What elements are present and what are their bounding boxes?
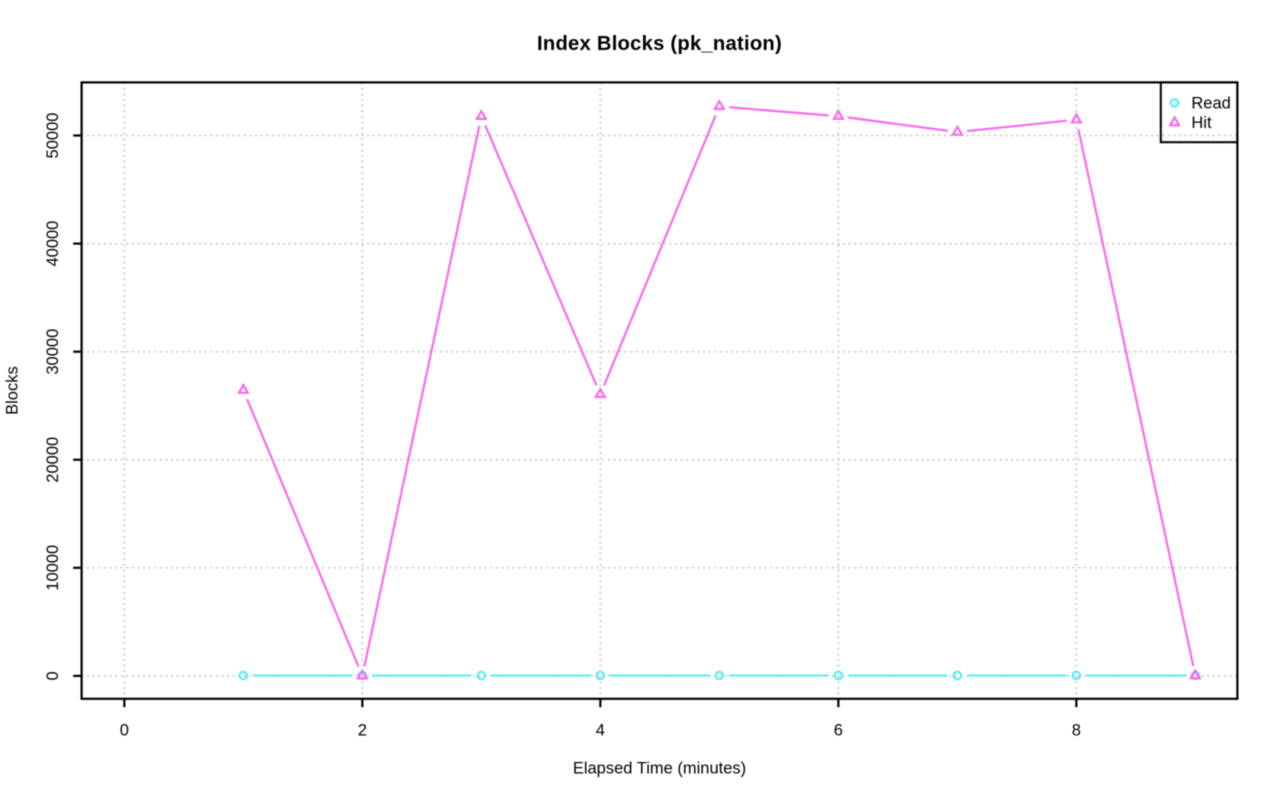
svg-text:20000: 20000 bbox=[44, 437, 62, 483]
svg-text:10000: 10000 bbox=[44, 545, 62, 591]
svg-text:Blocks: Blocks bbox=[4, 366, 22, 415]
svg-text:Read: Read bbox=[1191, 95, 1230, 113]
svg-text:Index Blocks (pk_nation): Index Blocks (pk_nation) bbox=[537, 33, 782, 55]
svg-text:4: 4 bbox=[596, 722, 605, 740]
svg-text:Elapsed Time (minutes): Elapsed Time (minutes) bbox=[573, 759, 746, 777]
svg-text:40000: 40000 bbox=[44, 221, 62, 267]
svg-text:6: 6 bbox=[834, 722, 843, 740]
svg-text:30000: 30000 bbox=[44, 329, 62, 375]
svg-text:2: 2 bbox=[358, 722, 367, 740]
svg-text:0: 0 bbox=[44, 671, 62, 680]
svg-text:Hit: Hit bbox=[1191, 114, 1212, 132]
svg-text:50000: 50000 bbox=[44, 113, 62, 159]
svg-text:0: 0 bbox=[120, 722, 129, 740]
svg-text:8: 8 bbox=[1072, 722, 1081, 740]
